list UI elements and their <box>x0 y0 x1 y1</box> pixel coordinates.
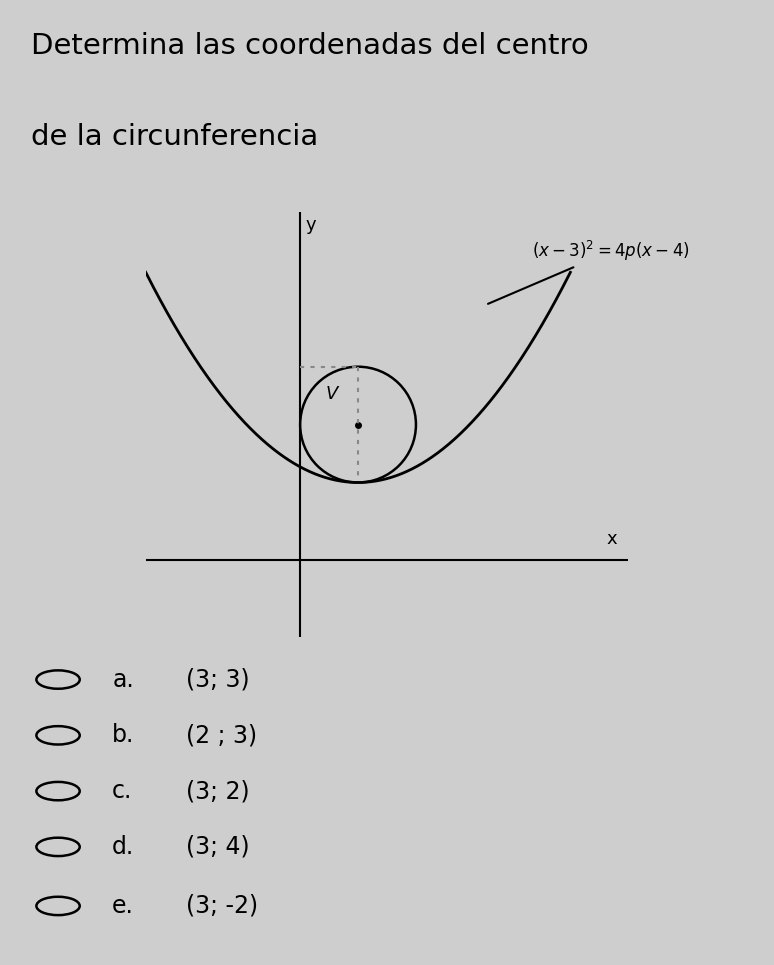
Text: (2 ; 3): (2 ; 3) <box>186 724 257 747</box>
Text: Determina las coordenadas del centro: Determina las coordenadas del centro <box>31 32 589 60</box>
Text: (3; 3): (3; 3) <box>186 668 249 692</box>
Text: V: V <box>326 385 338 403</box>
Text: c.: c. <box>112 779 132 803</box>
Text: $(x-3)^2=4p(x-4)$: $(x-3)^2=4p(x-4)$ <box>488 239 690 304</box>
Text: (3; -2): (3; -2) <box>186 894 258 918</box>
Text: (3; 4): (3; 4) <box>186 835 249 859</box>
Text: a.: a. <box>112 668 134 692</box>
Text: (3; 2): (3; 2) <box>186 779 249 803</box>
Text: y: y <box>306 216 317 234</box>
Text: d.: d. <box>112 835 135 859</box>
Text: de la circunferencia: de la circunferencia <box>31 124 318 152</box>
Text: b.: b. <box>112 724 135 747</box>
Text: x: x <box>606 530 617 548</box>
Text: e.: e. <box>112 894 134 918</box>
